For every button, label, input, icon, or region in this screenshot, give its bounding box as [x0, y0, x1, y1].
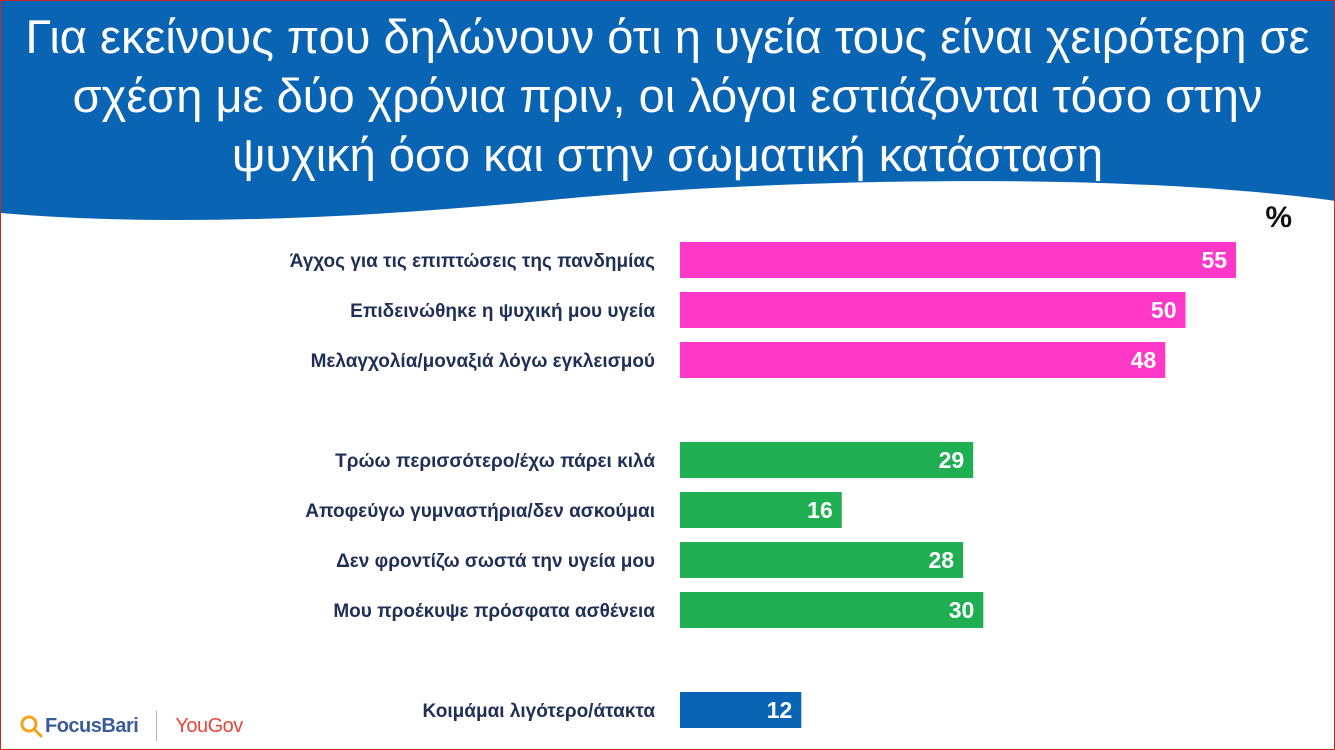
bar-3: [680, 342, 1166, 378]
category-label-4: Τρώω περισσότερο/έχω πάρει κιλά: [335, 451, 655, 472]
header-banner: [1, 1, 1334, 221]
unit-label: %: [1265, 201, 1292, 234]
value-label-2: 50: [1151, 297, 1177, 323]
bar-7: [680, 592, 984, 628]
category-label-3: Μελαγχολία/μοναξιά λόγω εγκλεισμού: [311, 351, 655, 372]
category-label-5: Αποφεύγω γυμναστήρια/δεν ασκούμαι: [305, 501, 655, 522]
focusbari-logo: FocusBari: [19, 714, 139, 738]
value-label-7: 30: [949, 597, 975, 623]
category-label-2: Επιδεινώθηκε η ψυχική μου υγεία: [350, 301, 655, 322]
category-label-8: Κοιμάμαι λιγότερο/άτακτα: [423, 701, 656, 722]
logo-bar: FocusBari YouGov: [19, 709, 243, 743]
value-label-1: 55: [1201, 247, 1227, 273]
value-label-4: 29: [939, 447, 965, 473]
category-label-6: Δεν φροντίζω σωστά την υγεία μου: [336, 551, 655, 572]
value-label-3: 48: [1131, 347, 1157, 373]
page-title: Για εκείνους που δηλώνουν ότι η υγεία το…: [25, 10, 1310, 181]
focusbari-logo-text: FocusBari: [45, 714, 139, 737]
bar-1: [680, 242, 1237, 278]
logo-divider: [156, 711, 158, 741]
category-label-1: Άγχος για τις επιπτώσεις της πανδημίας: [290, 251, 655, 272]
bar-6: [680, 542, 964, 578]
bar-8: [680, 692, 802, 728]
magnifier-icon: [20, 715, 43, 738]
bar-4: [680, 442, 974, 478]
value-label-8: 12: [767, 697, 793, 723]
yougov-logo: YouGov: [175, 714, 243, 737]
bar-2: [680, 292, 1186, 328]
value-label-5: 16: [807, 497, 833, 523]
value-label-6: 28: [928, 547, 954, 573]
category-label-7: Μου προέκυψε πρόσφατα ασθένεια: [333, 601, 655, 622]
bar-5: [680, 492, 842, 528]
